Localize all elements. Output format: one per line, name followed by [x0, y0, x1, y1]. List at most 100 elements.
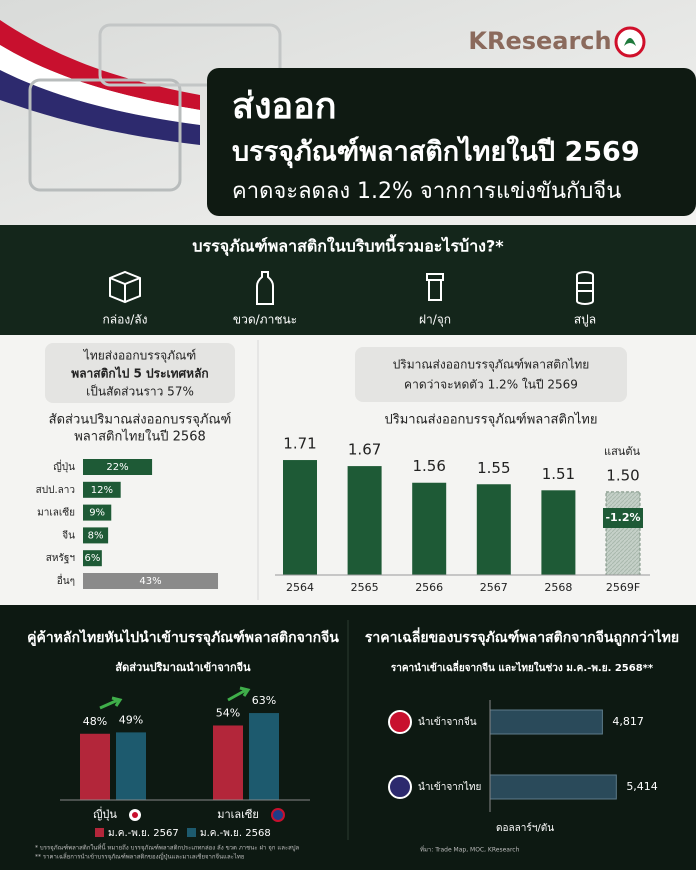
source: ที่มา: Trade Map, MOC, KResearch: [420, 846, 520, 854]
chart-title: สัดส่วนปริมาณส่งออกบรรจุภัณฑ์: [49, 412, 232, 428]
chart-title: สัดส่วนปริมาณนำเข้าจากจีน: [115, 661, 251, 674]
callout-text: พลาสติกไป 5 ประเทศหลัก: [71, 366, 208, 381]
value-label: 1.51: [542, 465, 575, 483]
value-label: 22%: [106, 462, 128, 473]
unit-label: แสนตัน: [604, 445, 640, 458]
callout-text: คาดว่าจะหดตัว 1.2% ในปี 2569: [404, 378, 578, 392]
bar: [489, 774, 617, 800]
product-label: กล่อง/ลัง: [103, 313, 148, 327]
value-label: 1.56: [412, 457, 445, 475]
bar: [249, 713, 279, 800]
chart-title: ราคานำเข้าเฉลี่ยจากจีน และไทยในช่วง ม.ค.…: [391, 660, 654, 674]
callout-box: [355, 347, 627, 402]
container-image: [28, 78, 182, 192]
brand-logo: [624, 38, 636, 46]
category-label: ญี่ปุ่น: [93, 806, 117, 821]
legend-label: ม.ค.-พ.ย. 2568: [200, 828, 271, 839]
bar: [541, 490, 576, 575]
callout-text: ไทยส่งออกบรรจุภัณฑ์: [83, 349, 196, 364]
bar: [489, 709, 603, 735]
unit-label: ดอลลาร์ฯ/ตัน: [496, 822, 554, 834]
callout-text: ปริมาณส่งออกบรรจุภัณฑ์พลาสติกไทย: [393, 358, 590, 373]
section-heading: ราคาเฉลี่ยของบรรจุภัณฑ์พลาสติกจากจีนถูกก…: [365, 627, 679, 646]
category-label: ญี่ปุ่น: [53, 459, 75, 473]
bar: [605, 491, 641, 576]
category-label: มาเลเซีย: [217, 808, 259, 821]
product-label: สปูล: [574, 313, 596, 328]
category-label: มาเลเซีย: [37, 507, 75, 519]
chart-title: พลาสติกไทยในปี 2568: [74, 429, 206, 445]
category-label: สปป.ลาว: [36, 485, 75, 496]
increase-arrow: [227, 686, 251, 702]
flag: [388, 710, 412, 734]
value-label: 9%: [89, 508, 105, 519]
flag-japan: [132, 812, 138, 818]
value-label: 1.67: [348, 441, 381, 459]
bar: [116, 732, 146, 800]
spool-icon: [576, 271, 594, 305]
title: บรรจุภัณฑ์พลาสติกไทยในปี 2569: [232, 136, 640, 169]
increase-arrow: [99, 696, 123, 710]
legend-swatch: [95, 828, 104, 837]
flag-stripe: [0, 20, 200, 110]
value-label: 4,817: [612, 715, 644, 728]
category-label: นำเข้าจากไทย: [418, 781, 481, 793]
bar: [80, 733, 110, 800]
title-box: [207, 68, 696, 216]
product-icons: [109, 270, 594, 305]
bar: [213, 725, 243, 800]
category-label: อื่นๆ: [57, 573, 75, 587]
legend-label: ม.ค.-พ.ย. 2567: [108, 828, 179, 839]
value-label: 63%: [252, 694, 276, 707]
value-label: 54%: [216, 706, 240, 719]
value-label: 8%: [88, 530, 104, 541]
bar: [83, 481, 121, 498]
category-label: จีน: [62, 529, 75, 541]
flag-stripe: [0, 70, 200, 145]
category-label: 2565: [351, 581, 379, 594]
category-label: 2567: [480, 581, 508, 594]
cap-icon: [426, 273, 444, 301]
category-label: 2568: [544, 581, 572, 594]
products-title: บรรจุภัณฑ์พลาสติกในบริบทนี้รวมอะไรบ้าง?*: [192, 234, 504, 257]
footnote: ** ราคาเฉลี่ยการนำเข้าบรรจุภัณฑ์พลาสติกข…: [35, 853, 244, 861]
bar: [347, 466, 382, 575]
category-label: 2564: [286, 581, 314, 594]
bar: [83, 573, 219, 589]
value-label: 1.71: [283, 435, 316, 453]
callout-box: [45, 343, 235, 403]
value-label: 48%: [83, 715, 107, 728]
section-heading: คู่ค้าหลักไทยหันไปนำเข้าบรรจุภัณฑ์พลาสติ…: [27, 628, 339, 646]
product-label: ฝา/จุก: [419, 313, 451, 328]
flag-malaysia: [271, 808, 285, 822]
value-label: 12%: [91, 485, 113, 496]
value-label: 5,414: [626, 780, 658, 793]
brand: KResearch: [468, 27, 611, 55]
category-label: 2566: [415, 581, 443, 594]
bar: [83, 527, 109, 544]
bar: [283, 460, 317, 575]
value-label: 6%: [84, 553, 100, 564]
box-icon: [109, 270, 141, 304]
footnote: * บรรจุภัณฑ์พลาสติกในที่นี้ หมายถึง บรรจ…: [35, 842, 300, 852]
legend-swatch: [187, 828, 196, 837]
value-label: 49%: [119, 713, 143, 726]
subtitle: คาดจะลดลง 1.2% จากการแข่งขันกับจีน: [232, 179, 621, 204]
category-label: 2569F: [606, 581, 640, 594]
container-image: [98, 23, 282, 87]
bar: [83, 504, 112, 521]
category-label: นำเข้าจากจีน: [418, 716, 477, 728]
value-label: 1.55: [477, 459, 510, 477]
value-label: 1.50: [606, 466, 639, 484]
title: ส่งออก: [232, 86, 337, 127]
annotation-box: [603, 508, 643, 528]
category-label: สหรัฐฯ: [46, 553, 75, 564]
flag: [388, 775, 412, 799]
flag-stripe: [0, 45, 200, 125]
bar: [476, 484, 511, 575]
annotation: -1.2%: [605, 511, 640, 524]
bar: [83, 550, 102, 567]
bottle-icon: [256, 271, 274, 305]
bar: [83, 459, 153, 475]
